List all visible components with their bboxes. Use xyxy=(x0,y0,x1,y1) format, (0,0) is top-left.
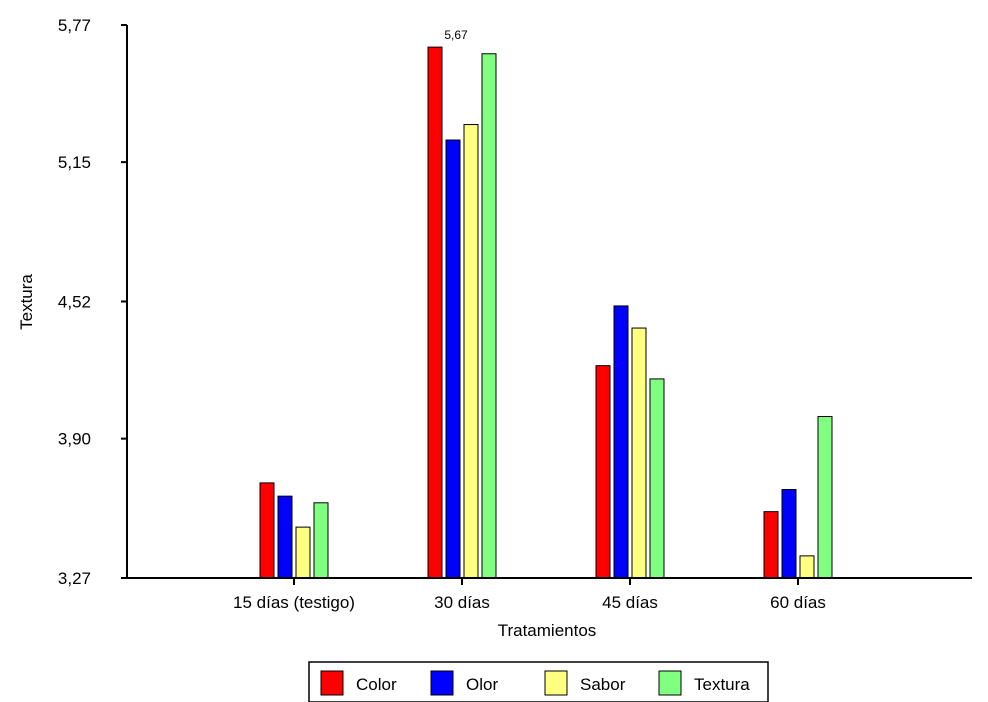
bar-sabor-1 xyxy=(295,526,311,579)
bar-textura-3 xyxy=(649,378,665,579)
bar-textura-1 xyxy=(313,502,329,579)
legend-swatch-textura xyxy=(658,670,682,696)
data-label: 5,67 xyxy=(444,28,468,42)
x-tick-label: 15 días (testigo) xyxy=(233,593,355,612)
bar-color-1 xyxy=(259,482,275,579)
bar-olor-2 xyxy=(445,139,461,579)
bars-layer xyxy=(259,46,833,579)
y-tick-label: 4,52 xyxy=(58,293,91,312)
legend-swatch-color xyxy=(320,670,344,696)
x-ticks: 15 días (testigo) 30 días 45 días 60 días xyxy=(233,578,826,612)
bar-textura-4 xyxy=(817,416,833,579)
legend-swatch-olor xyxy=(430,670,454,696)
x-tick-label: 30 días xyxy=(434,593,490,612)
legend-swatch-sabor xyxy=(544,670,568,696)
bar-color-3 xyxy=(595,365,611,579)
legend-label-textura: Textura xyxy=(694,675,750,694)
bar-olor-3 xyxy=(613,305,629,579)
y-tick-label: 5,15 xyxy=(58,153,91,172)
legend-label-olor: Olor xyxy=(466,675,498,694)
bar-sabor-3 xyxy=(631,327,647,579)
data-labels: 5,67 xyxy=(444,28,468,42)
bar-sabor-4 xyxy=(799,555,815,579)
x-axis-title: Tratamientos xyxy=(498,621,597,640)
bar-olor-1 xyxy=(277,495,293,579)
legend: Color Olor Sabor Textura xyxy=(308,661,769,702)
bar-olor-4 xyxy=(781,489,797,579)
bar-color-4 xyxy=(763,511,779,579)
legend-frame xyxy=(308,661,769,702)
legend-label-color: Color xyxy=(356,675,397,694)
y-tick-label: 5,77 xyxy=(58,16,91,35)
y-axis-title: Textura xyxy=(17,274,36,330)
bar-textura-2 xyxy=(481,53,497,579)
axes-layer xyxy=(126,25,972,579)
legend-label-sabor: Sabor xyxy=(580,675,626,694)
y-tick-label: 3,90 xyxy=(58,430,91,449)
y-tick-label: 3,27 xyxy=(58,569,91,588)
bar-color-2 xyxy=(427,46,443,579)
x-tick-label: 45 días xyxy=(602,593,658,612)
x-tick-label: 60 días xyxy=(770,593,826,612)
bar-sabor-2 xyxy=(463,124,479,579)
y-ticks: 3,27 3,90 4,52 5,15 5,77 xyxy=(58,16,127,588)
